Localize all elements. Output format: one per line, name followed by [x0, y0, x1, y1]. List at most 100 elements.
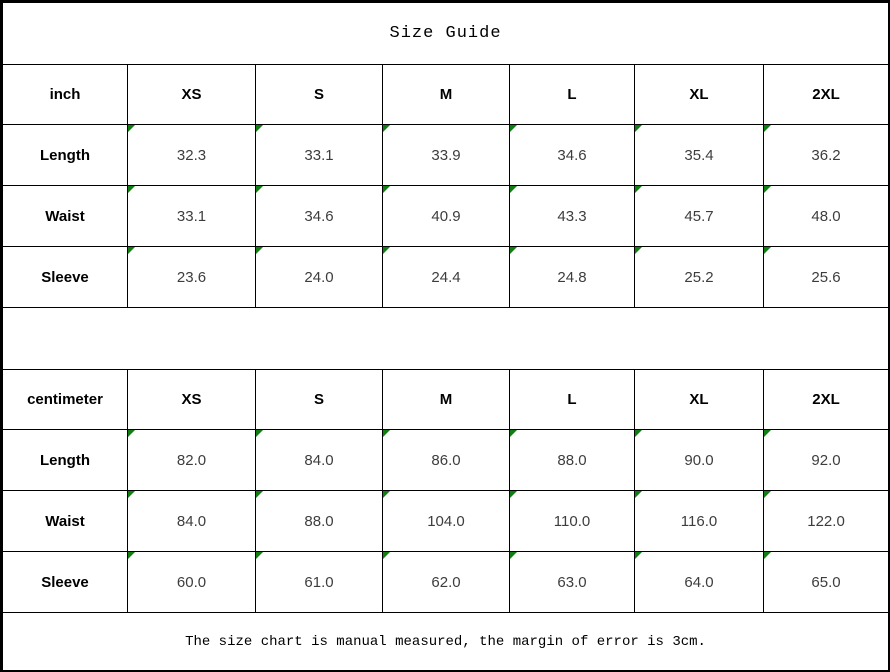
table-row: Sleeve 60.0 61.0 62.0 63.0 64.0 65.0	[2, 551, 888, 613]
cell-corner-marker-icon	[764, 247, 771, 254]
size-value: 82.0	[176, 451, 207, 469]
size-value: 122.0	[807, 512, 845, 530]
column-header-xs: XS	[127, 64, 256, 125]
size-value: 110.0	[553, 512, 591, 530]
column-header-xs: XS	[127, 369, 256, 430]
size-value-cell: 60.0	[127, 551, 256, 613]
column-header-xl: XL	[634, 369, 764, 430]
cell-corner-marker-icon	[510, 186, 517, 193]
row-label-sleeve: Sleeve	[2, 551, 128, 613]
table-row: Length 82.0 84.0 86.0 88.0 90.0 92.0	[2, 429, 888, 491]
cell-corner-marker-icon	[128, 186, 135, 193]
cell-corner-marker-icon	[256, 125, 263, 132]
row-label-length: Length	[2, 124, 128, 186]
cell-corner-marker-icon	[635, 430, 642, 437]
size-value-cell: 61.0	[255, 551, 383, 613]
size-value-cell: 36.2	[762, 124, 888, 186]
size-value-cell: 24.4	[382, 246, 510, 308]
size-value: 62.0	[431, 573, 461, 591]
cell-corner-marker-icon	[256, 430, 263, 437]
size-value-cell: 24.8	[509, 246, 635, 308]
column-header-l: L	[509, 369, 635, 430]
table-row: Waist 33.1 34.6 40.9 43.3 45.7 48.0	[2, 185, 888, 247]
cell-corner-marker-icon	[256, 186, 263, 193]
size-value-cell: 104.0	[382, 490, 510, 552]
size-value: 88.0	[557, 451, 587, 469]
size-value-cell: 43.3	[509, 185, 635, 247]
size-value-cell: 33.1	[127, 185, 256, 247]
size-value-cell: 24.0	[255, 246, 383, 308]
size-value: 40.9	[431, 207, 461, 225]
column-header-2xl: 2XL	[762, 64, 888, 125]
table-row: Sleeve 23.6 24.0 24.4 24.8 25.2 25.6	[2, 246, 888, 308]
size-value: 25.2	[684, 268, 714, 286]
column-header-2xl: 2XL	[762, 369, 888, 430]
cell-corner-marker-icon	[635, 491, 642, 498]
cell-corner-marker-icon	[256, 552, 263, 559]
size-value-cell: 62.0	[382, 551, 510, 613]
cell-corner-marker-icon	[383, 125, 390, 132]
row-label-sleeve: Sleeve	[2, 246, 128, 308]
size-value-cell: 25.2	[634, 246, 764, 308]
cell-corner-marker-icon	[764, 552, 771, 559]
size-value-cell: 116.0	[634, 490, 764, 552]
size-value: 45.7	[684, 207, 714, 225]
size-value: 36.2	[811, 146, 841, 164]
size-value: 24.0	[304, 268, 334, 286]
cell-corner-marker-icon	[383, 247, 390, 254]
cell-corner-marker-icon	[256, 491, 263, 498]
cell-corner-marker-icon	[510, 247, 517, 254]
cell-corner-marker-icon	[764, 125, 771, 132]
size-value-cell: 88.0	[509, 429, 635, 491]
cell-corner-marker-icon	[635, 247, 642, 254]
row-label-length: Length	[2, 429, 128, 491]
size-value: 33.1	[176, 207, 207, 225]
cell-corner-marker-icon	[383, 552, 390, 559]
size-value: 64.0	[684, 573, 714, 591]
size-value: 88.0	[304, 512, 334, 530]
column-header-m: M	[382, 64, 510, 125]
cell-corner-marker-icon	[256, 247, 263, 254]
cell-corner-marker-icon	[764, 491, 771, 498]
size-value-cell: 40.9	[382, 185, 510, 247]
size-value-cell: 25.6	[762, 246, 888, 308]
size-value: 35.4	[684, 146, 714, 164]
size-value-cell: 48.0	[762, 185, 888, 247]
size-value: 24.4	[431, 268, 461, 286]
size-value-cell: 122.0	[762, 490, 888, 552]
spacer-row	[2, 307, 888, 370]
size-value-cell: 23.6	[127, 246, 256, 308]
column-header-s: S	[255, 64, 383, 125]
cell-corner-marker-icon	[510, 491, 517, 498]
size-value: 84.0	[176, 512, 207, 530]
size-value-cell: 82.0	[127, 429, 256, 491]
size-value: 84.0	[304, 451, 334, 469]
size-value: 65.0	[811, 573, 841, 591]
size-value-cell: 88.0	[255, 490, 383, 552]
cell-corner-marker-icon	[383, 430, 390, 437]
size-value: 34.6	[304, 207, 334, 225]
cell-corner-marker-icon	[128, 552, 135, 559]
size-value-cell: 34.6	[509, 124, 635, 186]
cell-corner-marker-icon	[128, 491, 135, 498]
size-value-cell: 63.0	[509, 551, 635, 613]
size-value-cell: 33.1	[255, 124, 383, 186]
footer-note: The size chart is manual measured, the m…	[2, 612, 888, 670]
size-value: 24.8	[557, 268, 587, 286]
cell-corner-marker-icon	[764, 186, 771, 193]
size-value: 23.6	[176, 268, 207, 286]
cell-corner-marker-icon	[764, 430, 771, 437]
size-value: 33.9	[431, 146, 461, 164]
cell-corner-marker-icon	[128, 247, 135, 254]
page-title: Size Guide	[2, 2, 888, 65]
size-value-cell: 33.9	[382, 124, 510, 186]
size-value-cell: 86.0	[382, 429, 510, 491]
size-value: 34.6	[557, 146, 587, 164]
cell-corner-marker-icon	[510, 125, 517, 132]
cell-corner-marker-icon	[383, 491, 390, 498]
unit-label-centimeter: centimeter	[2, 369, 128, 430]
unit-label-inch: inch	[2, 64, 128, 125]
cell-corner-marker-icon	[635, 552, 642, 559]
